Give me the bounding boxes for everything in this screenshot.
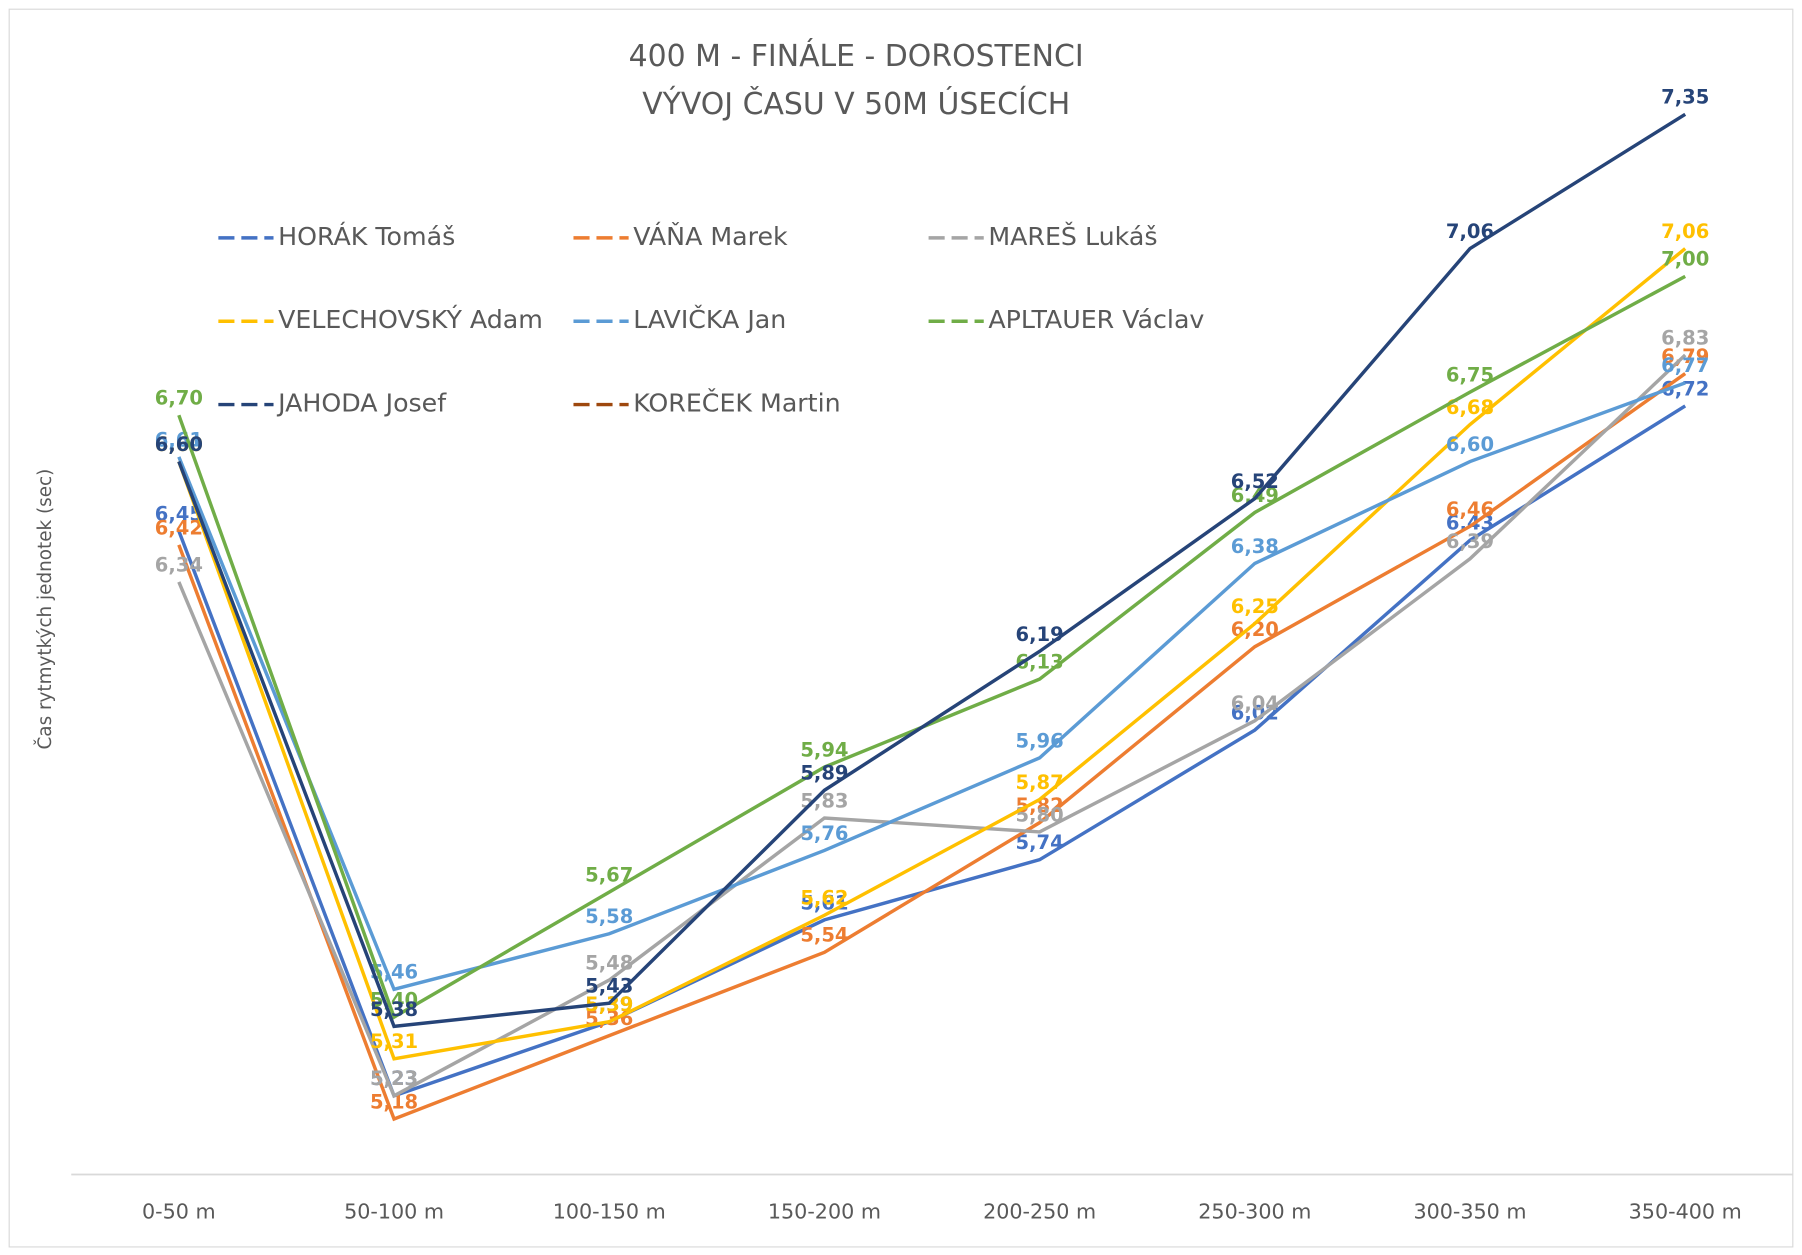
x-tick-label: 100-150 m xyxy=(553,1199,666,1223)
x-tick-label: 50-100 m xyxy=(344,1199,444,1223)
data-label: 7,06 xyxy=(1446,220,1494,243)
data-label: 5,38 xyxy=(370,998,418,1021)
data-label: 5,23 xyxy=(370,1067,418,1090)
legend-label: KOREČEK Martin xyxy=(633,388,840,418)
data-label: 6,52 xyxy=(1231,470,1279,493)
x-tick-label: 150-200 m xyxy=(768,1199,881,1223)
x-tick-label: 250-300 m xyxy=(1198,1199,1311,1223)
data-label: 5,54 xyxy=(800,924,848,947)
data-label: 6,70 xyxy=(155,387,203,410)
data-label: 6,68 xyxy=(1446,396,1494,419)
series-line xyxy=(177,247,1687,1061)
data-label: 5,80 xyxy=(1016,803,1064,826)
x-tick-label: 300-350 m xyxy=(1413,1199,1526,1223)
data-label: 5,67 xyxy=(585,864,633,887)
x-tick-label: 0-50 m xyxy=(142,1199,216,1223)
data-label: 6,49 xyxy=(1231,484,1279,507)
data-label: 5,46 xyxy=(370,961,418,984)
data-label: 5,82 xyxy=(1016,794,1064,817)
data-label: 5,31 xyxy=(370,1030,418,1053)
data-label: 5,43 xyxy=(585,975,633,998)
data-label: 6,19 xyxy=(1016,623,1064,646)
legend-label: VELECHOVSKÝ Adam xyxy=(278,305,543,334)
x-tick-label: 350-400 m xyxy=(1629,1199,1742,1223)
data-label: 5,18 xyxy=(370,1090,418,1113)
legend-label: VÁŇA Marek xyxy=(633,222,788,251)
data-label: 5,58 xyxy=(585,905,633,928)
data-label: 6,04 xyxy=(1231,692,1279,715)
data-label: 5,83 xyxy=(800,789,848,812)
data-label: 6,13 xyxy=(1016,651,1064,674)
legend-label: HORÁK Tomáš xyxy=(278,222,455,251)
series-line xyxy=(177,381,1686,992)
data-label: 6,77 xyxy=(1661,354,1709,377)
data-label: 6,83 xyxy=(1661,326,1709,349)
data-label: 6,75 xyxy=(1446,363,1494,386)
legend-label: MAREŠ Lukáš xyxy=(988,221,1157,251)
chart-title: 400 M - FINÁLE - DOROSTENCI xyxy=(629,38,1084,74)
chart-subtitle: VÝVOJ ČASU V 50M ÚSECÍCH xyxy=(642,85,1070,122)
data-label: 5,74 xyxy=(1016,831,1064,854)
data-label: 6,34 xyxy=(155,553,203,576)
data-label: 6,60 xyxy=(155,433,203,456)
data-label: 6,46 xyxy=(1446,498,1494,521)
legend-label: JAHODA Josef xyxy=(276,389,447,418)
y-axis-label: Čas rytmytkých jednotek (sec) xyxy=(34,469,56,750)
legend-label: LAVIČKA Jan xyxy=(633,304,786,334)
series-line xyxy=(177,112,1687,1029)
data-label: 5,96 xyxy=(1016,729,1064,752)
data-label: 5,87 xyxy=(1016,771,1064,794)
legend-label: APLTAUER Václav xyxy=(988,305,1204,334)
series-line xyxy=(177,353,1687,1099)
chart-border xyxy=(8,8,1794,1248)
x-tick-label: 200-250 m xyxy=(983,1199,1096,1223)
data-label: 6,42 xyxy=(155,516,203,539)
data-label: 6,02 xyxy=(1231,701,1279,724)
data-label: 6,45 xyxy=(155,502,203,525)
data-label: 5,94 xyxy=(800,739,848,762)
data-label: 6,60 xyxy=(1446,433,1494,456)
data-label: 5,76 xyxy=(800,822,848,845)
series-line xyxy=(177,274,1687,1020)
data-label: 6,38 xyxy=(1231,535,1279,558)
series-line xyxy=(177,404,1687,1099)
data-label: 7,06 xyxy=(1661,220,1709,243)
data-label: 5,89 xyxy=(800,762,848,785)
series-line xyxy=(177,372,1687,1122)
data-label: 5,62 xyxy=(800,887,848,910)
data-label: 7,00 xyxy=(1661,248,1709,271)
data-label: 7,35 xyxy=(1661,86,1709,109)
data-label: 6,25 xyxy=(1231,595,1279,618)
data-label: 5,48 xyxy=(585,951,633,974)
data-label: 6,39 xyxy=(1446,530,1494,553)
